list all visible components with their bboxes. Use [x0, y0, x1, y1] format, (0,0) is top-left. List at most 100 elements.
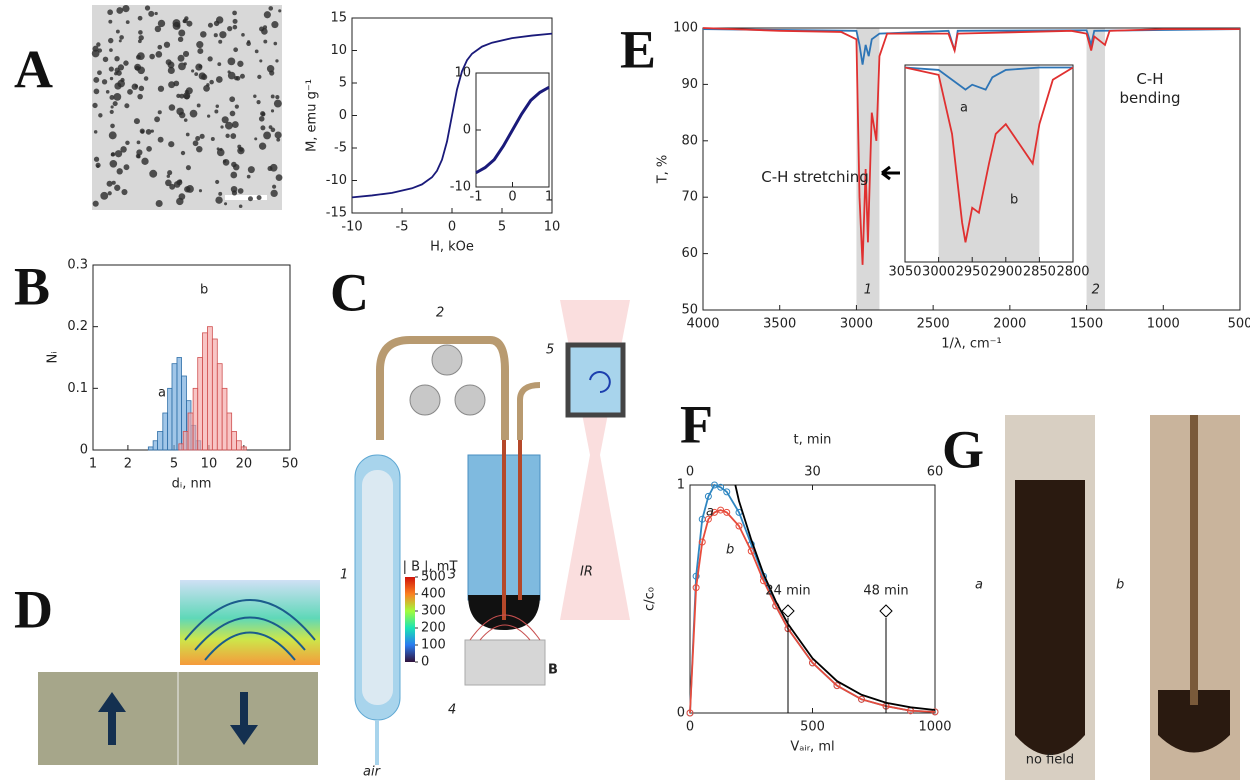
particle — [108, 66, 114, 72]
hist-bar — [240, 446, 247, 451]
scheme-label: 3 — [448, 568, 456, 583]
annotation-marker — [879, 604, 893, 618]
particle — [179, 93, 185, 99]
particle — [167, 66, 175, 75]
point — [692, 572, 700, 580]
cuvette — [565, 342, 626, 418]
particle — [222, 159, 230, 166]
particle — [136, 140, 141, 145]
hist-bar — [207, 326, 213, 451]
series-label: b — [726, 543, 734, 558]
panel-letter: F — [680, 394, 713, 454]
particle — [272, 184, 277, 189]
colorbar-tick-label: 200 — [421, 621, 446, 636]
x-tick-label: 20 — [236, 457, 253, 472]
x-tick-label: 5 — [498, 220, 506, 235]
band — [1086, 28, 1105, 310]
particle — [96, 42, 101, 47]
x2-axis-label: t, min — [794, 433, 832, 448]
photo-label: b — [1116, 578, 1124, 593]
y-tick-label: -5 — [334, 141, 347, 156]
particle — [97, 70, 102, 76]
particle — [102, 56, 109, 63]
x-tick-label: 1 — [89, 457, 97, 472]
y-tick-label: 0 — [677, 706, 685, 721]
series-line — [475, 85, 550, 175]
particle — [230, 185, 238, 193]
particle — [93, 88, 100, 95]
particle — [234, 104, 239, 109]
column-1-beads — [362, 470, 393, 705]
particle — [270, 127, 276, 133]
particle — [112, 101, 118, 107]
y-tick-label: 0.3 — [67, 258, 88, 273]
particle — [270, 94, 275, 99]
particle — [93, 76, 100, 83]
field-lines — [469, 614, 541, 641]
particle — [214, 109, 219, 114]
y-tick-label: 0 — [80, 443, 88, 458]
particle — [229, 110, 236, 117]
series-line — [351, 32, 553, 199]
particle — [168, 141, 175, 148]
particle — [258, 142, 267, 150]
particle — [269, 163, 278, 172]
series-label: a — [706, 505, 714, 520]
x-tick-label: 3500 — [763, 317, 796, 332]
particle — [169, 183, 176, 190]
panel-letter: G — [942, 419, 984, 479]
particle — [253, 94, 257, 98]
particle — [138, 30, 143, 35]
particle — [125, 20, 130, 25]
particle — [155, 199, 163, 208]
particle — [273, 41, 278, 46]
particle — [145, 129, 152, 135]
particle — [183, 62, 187, 66]
particle — [215, 104, 220, 108]
particle — [237, 188, 244, 194]
y-tick-label: 0 — [463, 123, 471, 138]
series-line — [689, 483, 936, 714]
series-line — [904, 66, 1074, 243]
x-tick-label: 2500 — [917, 317, 950, 332]
particle — [199, 133, 205, 139]
point — [717, 483, 725, 491]
particle — [198, 189, 203, 193]
series-line — [702, 27, 1240, 265]
colorbar-tick-label: 300 — [421, 604, 446, 619]
x2-tick-label: 60 — [927, 465, 944, 480]
hist-bar — [187, 412, 194, 451]
particle — [178, 179, 182, 183]
y-tick-label: 90 — [681, 77, 698, 92]
particle — [113, 92, 122, 101]
particle — [225, 121, 233, 130]
colorbar-title: | B |, mT — [403, 560, 458, 575]
particle — [185, 132, 190, 137]
particle — [92, 102, 98, 109]
particle — [217, 62, 222, 67]
particle — [186, 20, 193, 27]
particle — [278, 9, 282, 13]
x-tick-label: 10 — [544, 220, 561, 235]
y-tick-label: -15 — [326, 206, 347, 221]
particle — [266, 65, 275, 73]
particle — [261, 28, 268, 35]
particle — [137, 66, 145, 75]
point — [686, 709, 694, 717]
y-tick-label: -10 — [450, 180, 471, 195]
hist-bar — [202, 332, 208, 451]
annotation: C-H bending — [1119, 70, 1181, 107]
particle — [109, 76, 114, 81]
x-tick-label: 10 — [201, 457, 218, 472]
particle — [238, 204, 243, 209]
series-label: a — [158, 386, 166, 401]
particle — [109, 95, 115, 100]
particle — [189, 109, 198, 118]
panel-letter: C — [330, 262, 369, 322]
x-tick-label: 1500 — [1070, 317, 1103, 332]
x-tick-label: 2800 — [1056, 265, 1089, 280]
particle — [215, 16, 224, 24]
scheme-label: B — [548, 663, 558, 678]
particle — [114, 56, 120, 62]
